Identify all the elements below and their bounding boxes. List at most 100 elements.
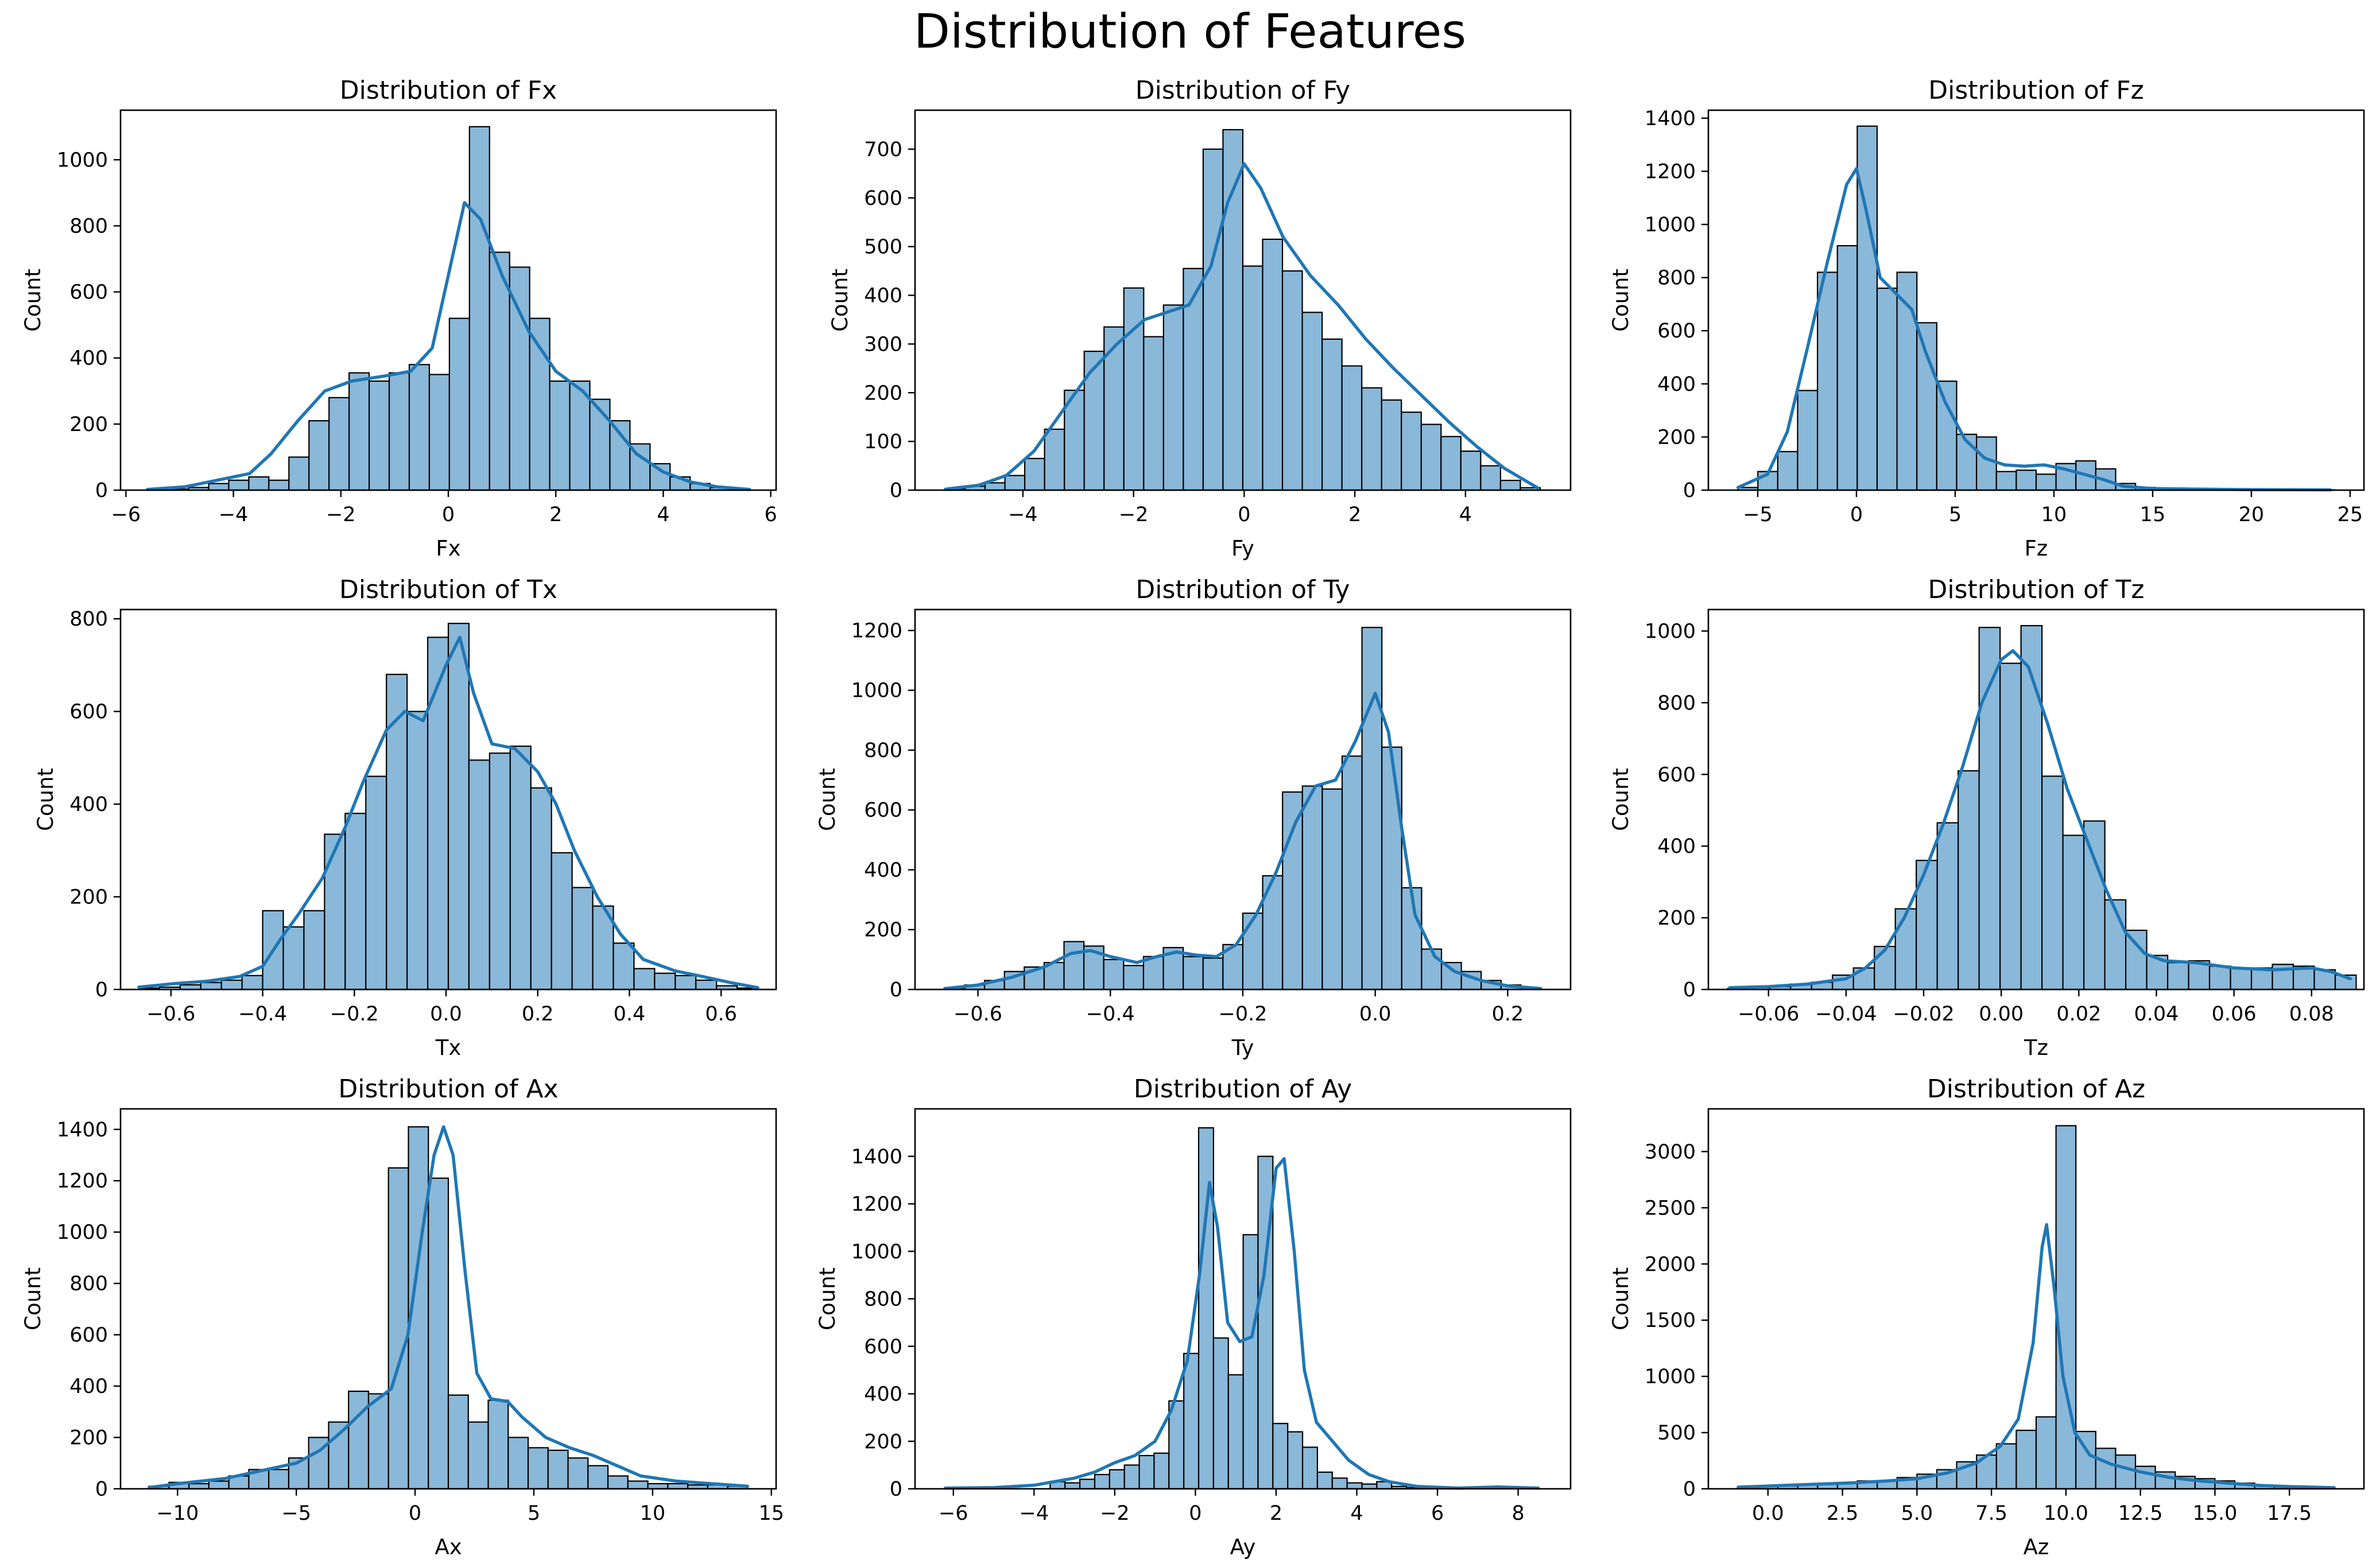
histogram-bar [2015, 1430, 2037, 1490]
histogram-bar [228, 479, 250, 491]
x-tick-label: 5 [528, 1502, 540, 1525]
x-tick-label: 0.0 [1359, 1003, 1391, 1026]
y-tick-label: 400 [1657, 373, 1696, 396]
histogram-bar [288, 456, 310, 491]
chart-panel-5: −0.6 −0.4 −0.2 0.0 0.2 0 200 400 600 800 1000 1200 D… [815, 575, 1572, 1060]
x-tick-label: 0.2 [522, 1003, 554, 1026]
histogram-bar [1262, 238, 1284, 491]
histogram-bar [308, 420, 330, 491]
x-tick-label: 8 [1511, 1502, 1524, 1525]
y-tick-label: 800 [1657, 267, 1696, 290]
x-tick-label: −0.4 [238, 1003, 287, 1026]
histogram-bar [1108, 1469, 1125, 1490]
x-tick-label: 2 [549, 503, 562, 526]
histogram-bar [328, 1421, 350, 1490]
histogram-bar [268, 479, 290, 491]
kde-line [1728, 649, 2352, 989]
y-tick-label: 2500 [1645, 1197, 1696, 1220]
y-tick-label: 300 [864, 333, 902, 356]
histogram-bar [2208, 965, 2231, 991]
y-tick-label: 200 [864, 382, 902, 405]
y-axis-label: Count [1608, 269, 1633, 332]
x-tick-label: −0.6 [146, 1003, 195, 1026]
x-tick-label: −2 [1119, 503, 1149, 526]
histogram-bar [1103, 326, 1125, 491]
y-tick-label: 800 [69, 1272, 108, 1295]
x-tick-label: 10 [2041, 503, 2067, 526]
chart-title: Distribution of Ax [338, 1074, 558, 1104]
histogram-bar [1936, 822, 1959, 991]
x-tick-label: 0.2 [1492, 1003, 1524, 1026]
chart-title: Distribution of Fx [340, 76, 557, 105]
axes-frame [1707, 109, 2365, 491]
histogram-bar [220, 979, 243, 991]
kde-line [137, 635, 759, 989]
histogram-bar [1817, 271, 1838, 491]
histogram-bar [1331, 1477, 1348, 1490]
histogram-bar [2055, 1125, 2077, 1490]
histogram-bar [408, 364, 431, 491]
histogram-bar [1242, 265, 1263, 491]
histogram-bar [1103, 958, 1125, 991]
histogram-bar [348, 372, 370, 491]
histogram-bar [2015, 469, 2037, 491]
kde-line [147, 1125, 750, 1489]
kde-line [944, 162, 1539, 491]
histogram-bar [489, 251, 510, 491]
histogram-bar [428, 374, 450, 491]
histogram-bar [1301, 1446, 1319, 1490]
x-tick-label: −2 [326, 503, 356, 526]
y-tick-label: 1200 [851, 1193, 902, 1216]
histogram-bar [468, 759, 490, 991]
y-tick-label: 200 [69, 413, 108, 436]
histogram-bar [200, 981, 222, 991]
histogram-bar [1162, 304, 1184, 491]
y-tick-label: 500 [864, 236, 902, 259]
chart-title: Distribution of Ty [1135, 575, 1350, 604]
y-tick-label: 600 [864, 187, 902, 210]
y-tick-label: 800 [69, 608, 108, 631]
x-tick-label: 2.5 [1827, 1502, 1859, 1525]
histogram-bar [613, 942, 635, 991]
histogram-bar [489, 752, 511, 991]
y-tick-label: 800 [1657, 692, 1696, 715]
histogram-bar [1381, 746, 1402, 991]
y-tick-label: 800 [864, 739, 902, 762]
histogram-bar [1381, 399, 1402, 491]
histogram-bar [448, 317, 470, 491]
histogram-bar [427, 636, 449, 991]
histogram-bar [1222, 129, 1244, 491]
x-tick-label: 0.0 [1752, 1502, 1784, 1525]
histogram-bar [667, 1482, 689, 1490]
axes-frame [1707, 608, 2365, 991]
x-axis-label: Fy [1231, 536, 1254, 561]
histogram-bar [1242, 1234, 1259, 1490]
y-tick-label: 200 [1657, 426, 1696, 449]
histogram-bar [241, 975, 263, 991]
x-tick-label: 15 [2140, 503, 2166, 526]
chart-title: Distribution of Fy [1135, 76, 1350, 105]
kde-line [1736, 1222, 2336, 1489]
y-tick-label: 800 [69, 215, 108, 238]
histogram-bar [1936, 381, 1958, 491]
x-tick-label: −4 [219, 503, 249, 526]
y-tick-label: 0 [95, 979, 108, 1002]
y-tick-label: 600 [1657, 320, 1696, 343]
x-axis-label: Fz [2025, 536, 2048, 561]
histogram-bar [675, 975, 697, 991]
y-axis-label: Count [1608, 1267, 1633, 1330]
y-tick-label: 1200 [1645, 160, 1696, 183]
histogram-bar [328, 397, 350, 491]
histogram-bar [1401, 887, 1422, 991]
kde-line [1736, 167, 2332, 492]
histogram-bar [406, 711, 429, 991]
histogram-bar [1797, 390, 1819, 491]
histogram-bar [551, 852, 573, 991]
histogram-bar [1183, 956, 1204, 991]
histogram-bar [1079, 1478, 1096, 1490]
y-tick-label: 0 [95, 1478, 108, 1501]
x-tick-label: 2 [1270, 1502, 1282, 1525]
histogram-bar [649, 463, 671, 491]
histogram-bar [654, 972, 676, 991]
